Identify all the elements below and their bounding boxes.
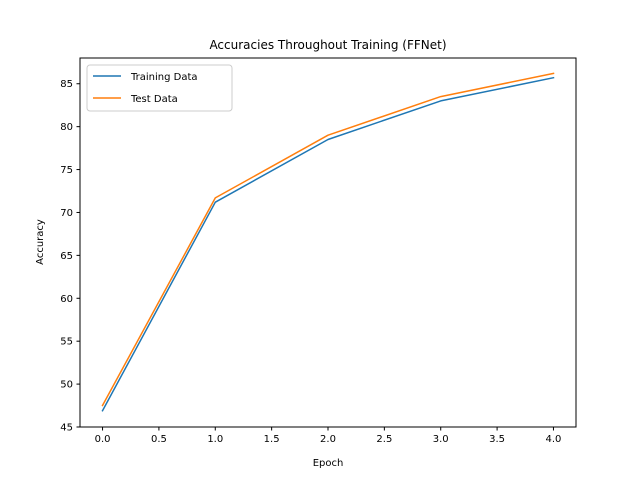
y-tick-label: 70 bbox=[60, 208, 73, 219]
series-lines bbox=[101, 72, 555, 412]
y-tick-label: 80 bbox=[60, 122, 73, 133]
y-tick-label: 60 bbox=[60, 294, 73, 305]
series-line-0 bbox=[101, 76, 555, 412]
x-tick-label: 1.0 bbox=[207, 434, 223, 445]
x-axis-ticks: 0.0 0.5 1.0 1.5 2.0 2.5 3.0 3.5 4.0 bbox=[95, 427, 562, 445]
y-axis-label: Accuracy bbox=[35, 219, 46, 265]
x-axis-label: Epoch bbox=[313, 458, 344, 469]
legend: Training Data Test Data bbox=[86, 64, 233, 112]
y-axis-ticks: 45 50 55 60 65 70 75 80 85 bbox=[60, 79, 80, 434]
x-tick-label: 3.5 bbox=[489, 434, 505, 445]
x-tick-label: 2.0 bbox=[320, 434, 336, 445]
x-tick-label: 0.5 bbox=[151, 434, 167, 445]
x-tick-label: 3.0 bbox=[433, 434, 449, 445]
x-tick-label: 0.0 bbox=[95, 434, 111, 445]
chart-title: Accuracies Throughout Training (FFNet) bbox=[209, 38, 446, 52]
x-tick-label: 1.5 bbox=[264, 434, 280, 445]
plot-area bbox=[79, 57, 577, 428]
legend-box bbox=[86, 64, 233, 112]
y-tick-label: 55 bbox=[60, 337, 73, 348]
legend-label-1: Test Data bbox=[130, 94, 178, 105]
y-tick-label: 45 bbox=[60, 423, 73, 434]
x-tick-label: 2.5 bbox=[376, 434, 392, 445]
legend-label-0: Training Data bbox=[130, 72, 198, 83]
y-tick-label: 75 bbox=[60, 165, 73, 176]
y-tick-label: 50 bbox=[60, 380, 73, 391]
y-tick-label: 85 bbox=[60, 79, 73, 90]
series-line-1 bbox=[101, 72, 555, 407]
y-tick-label: 65 bbox=[60, 251, 73, 262]
axes-frame bbox=[79, 57, 577, 428]
x-tick-label: 4.0 bbox=[546, 434, 562, 445]
